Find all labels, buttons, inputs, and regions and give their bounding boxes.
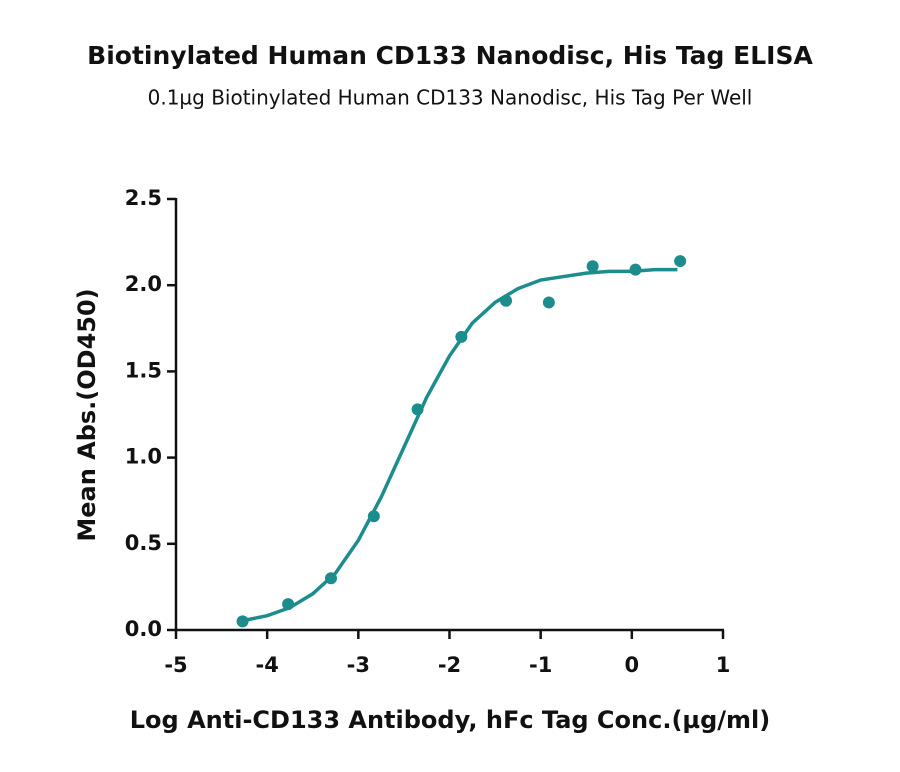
y-tick-label: 2.5	[125, 186, 162, 210]
data-point	[236, 615, 249, 628]
data-point	[586, 260, 599, 273]
data-point	[500, 294, 513, 307]
x-tick-label: -3	[347, 653, 370, 677]
x-tick-label: -5	[164, 653, 187, 677]
chart-subtitle: 0.1µg Biotinylated Human CD133 Nanodisc,…	[148, 86, 753, 110]
data-point	[455, 330, 468, 343]
data-point	[629, 263, 642, 276]
data-point	[411, 403, 424, 416]
data-point	[367, 510, 380, 523]
data-point	[282, 598, 295, 611]
y-axis-label: Mean Abs.(OD450)	[73, 288, 101, 541]
x-tick-label: -1	[529, 653, 552, 677]
x-axis-label: Log Anti-CD133 Antibody, hFc Tag Conc.(µ…	[130, 706, 770, 734]
y-tick-label: 2.0	[125, 272, 162, 296]
x-tick-label: 1	[716, 653, 731, 677]
fit-curve	[244, 267, 678, 623]
chart-title: Biotinylated Human CD133 Nanodisc, His T…	[87, 41, 813, 70]
data-point	[542, 296, 555, 309]
x-tick-label: -4	[256, 653, 279, 677]
data-point	[674, 255, 687, 268]
y-tick-label: 1.5	[125, 358, 162, 382]
x-tick-label: 0	[625, 653, 640, 677]
data-point	[324, 572, 337, 585]
y-tick-label: 1.0	[125, 445, 162, 469]
x-tick-label: -2	[438, 653, 461, 677]
y-tick-label: 0.0	[125, 617, 162, 641]
y-tick-label: 0.5	[125, 531, 162, 555]
